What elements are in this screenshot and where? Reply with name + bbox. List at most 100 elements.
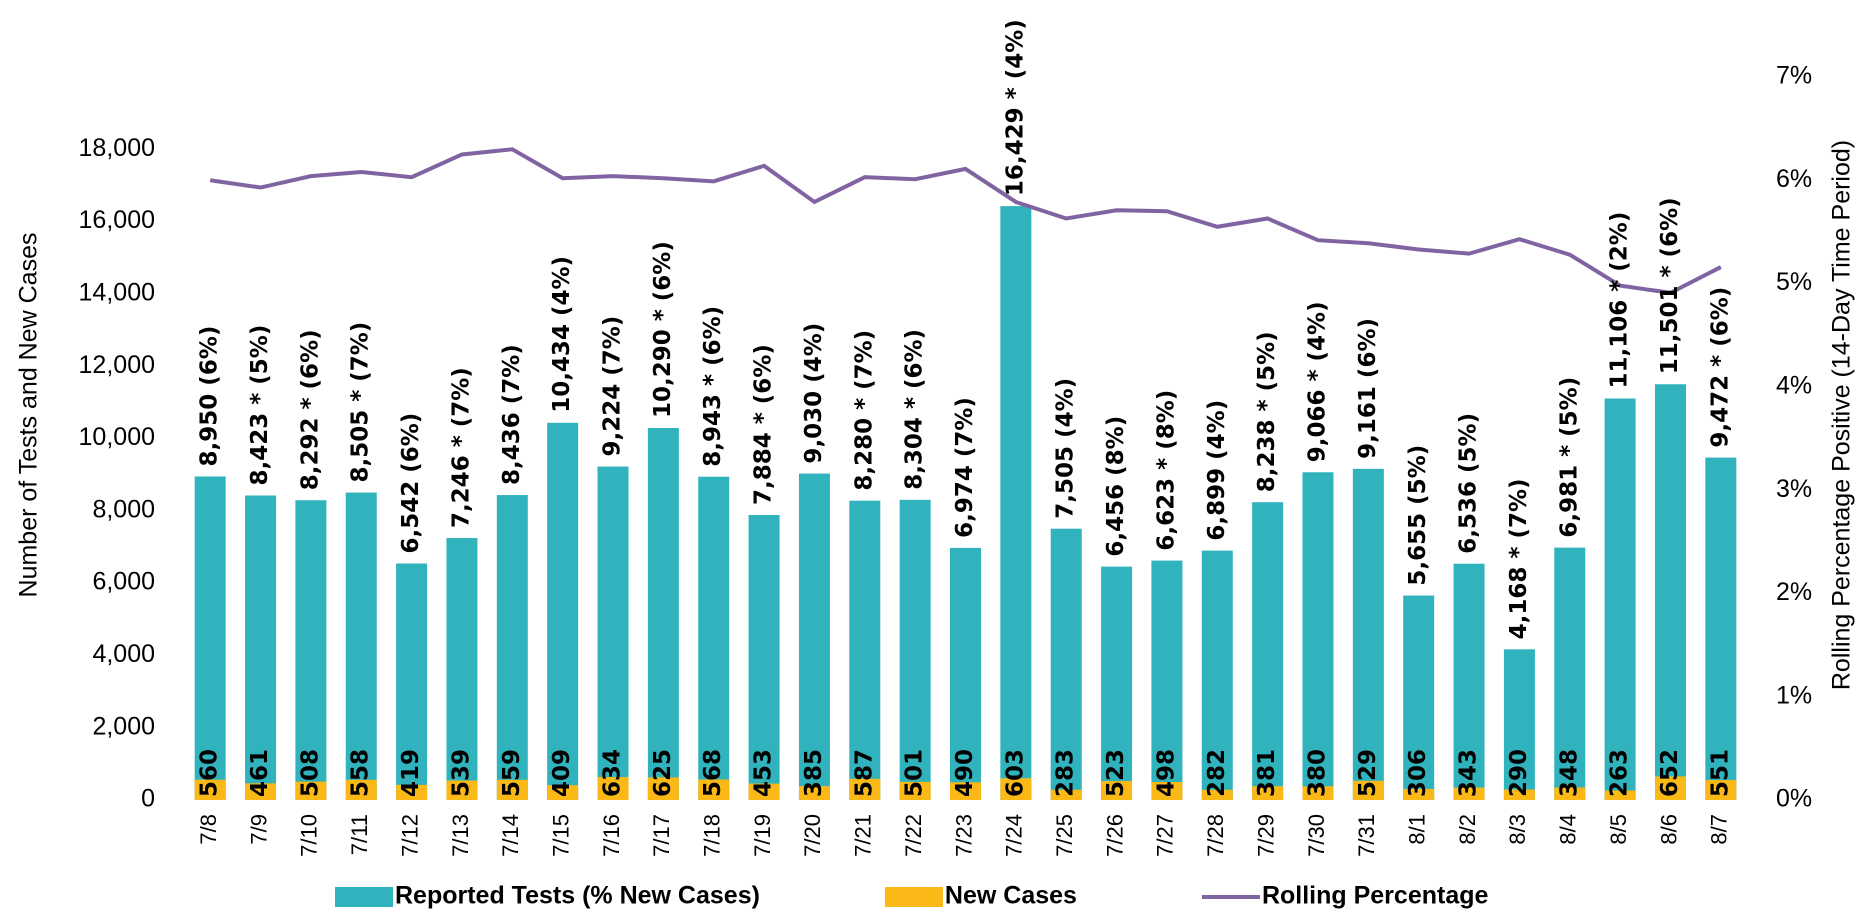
bar — [798, 786, 830, 800]
bar — [345, 492, 377, 800]
x-tick-label: 7/25 — [1052, 814, 1077, 857]
bar — [1554, 787, 1586, 800]
bar — [1201, 789, 1233, 800]
y-tick-label: 14,000 — [79, 279, 155, 307]
data-label: 560 — [197, 749, 223, 797]
data-label: 634 — [600, 749, 626, 797]
bar — [1101, 566, 1133, 800]
legend-label: New Cases — [945, 882, 1077, 910]
data-label: 8,950 (6%) — [197, 326, 223, 467]
y2-axis-title: Rolling Percentage Positive (14-Day Time… — [1828, 140, 1856, 690]
data-label: 6,623 * (8%) — [1153, 390, 1179, 551]
data-label: 7,884 * (6%) — [751, 344, 777, 505]
x-tick-label: 7/24 — [1002, 814, 1027, 857]
bar — [1705, 457, 1737, 800]
y-tick-label: 10,000 — [79, 423, 155, 451]
data-label: 508 — [297, 749, 323, 797]
data-label: 343 — [1456, 749, 1482, 797]
bar — [245, 495, 277, 800]
data-label: 306 — [1405, 749, 1431, 797]
data-label: 558 — [348, 749, 374, 797]
bar — [1302, 786, 1334, 800]
x-tick-label: 8/6 — [1656, 814, 1681, 845]
data-label: 6,899 (4%) — [1204, 400, 1230, 541]
bar — [798, 473, 830, 800]
bar — [647, 428, 679, 800]
bar — [950, 782, 981, 800]
bar — [496, 495, 528, 800]
data-label: 8,280 * (7%) — [851, 330, 877, 491]
data-label: 6,974 (7%) — [952, 397, 978, 538]
bar — [1352, 468, 1384, 800]
bar — [1252, 502, 1284, 800]
x-tick-label: 7/11 — [347, 814, 372, 855]
bar — [1453, 787, 1485, 800]
x-tick-label: 7/21 — [851, 814, 876, 857]
data-label: 282 — [1204, 749, 1230, 797]
data-label: 9,472 * (6%) — [1707, 287, 1733, 448]
data-label: 409 — [549, 749, 575, 797]
x-tick-label: 7/26 — [1102, 814, 1127, 857]
data-label: 9,161 (6%) — [1355, 318, 1381, 459]
y2-tick-label: 0% — [1776, 785, 1812, 813]
data-label: 348 — [1556, 749, 1582, 797]
bar — [496, 779, 528, 800]
data-label: 381 — [1254, 749, 1280, 797]
data-label: 283 — [1053, 749, 1079, 797]
data-label: 6,981 * (5%) — [1556, 377, 1582, 538]
data-label: 559 — [499, 749, 525, 797]
bar — [1201, 550, 1233, 800]
data-label: 8,423 * (5%) — [247, 325, 273, 486]
y-tick-label: 16,000 — [79, 206, 155, 234]
x-tick-label: 7/27 — [1153, 814, 1178, 857]
data-label: 7,505 (4%) — [1053, 378, 1079, 519]
data-label: 385 — [801, 749, 827, 797]
x-tick-label: 7/14 — [498, 814, 523, 857]
legend-swatch — [335, 887, 393, 907]
data-label: 8,292 * (6%) — [297, 329, 323, 490]
y-tick-label: 6,000 — [92, 568, 155, 596]
bar — [1453, 563, 1485, 800]
bar — [849, 500, 881, 800]
bar — [245, 783, 277, 800]
x-tick-label: 7/29 — [1253, 814, 1278, 857]
x-tick-label: 8/7 — [1707, 814, 1732, 845]
x-tick-label: 8/5 — [1606, 814, 1631, 845]
bar — [547, 785, 579, 800]
bar — [446, 538, 478, 800]
x-tick-label: 7/19 — [750, 814, 775, 857]
y-tick-label: 8,000 — [92, 495, 155, 523]
y-tick-label: 18,000 — [79, 134, 155, 162]
bar — [899, 499, 931, 800]
x-tick-label: 7/16 — [599, 814, 624, 857]
bar — [698, 779, 730, 800]
x-tick-label: 7/23 — [951, 814, 976, 857]
bar — [950, 547, 981, 800]
bar — [1352, 780, 1384, 800]
bar — [899, 781, 931, 800]
data-label: 9,066 * (4%) — [1304, 301, 1330, 462]
bar — [597, 777, 629, 800]
bar — [1403, 595, 1435, 800]
bar — [1604, 790, 1636, 800]
bar — [1654, 776, 1686, 800]
bar — [396, 563, 428, 800]
x-tick-label: 8/1 — [1405, 814, 1430, 845]
data-label: 568 — [700, 749, 726, 797]
data-label: 461 — [247, 749, 273, 797]
y2-tick-label: 1% — [1776, 681, 1812, 709]
x-tick-label: 8/4 — [1556, 814, 1581, 845]
data-label: 587 — [851, 749, 877, 797]
bar — [1000, 206, 1032, 800]
data-label: 263 — [1607, 749, 1633, 797]
x-tick-label: 8/2 — [1455, 814, 1480, 845]
x-tick-label: 7/8 — [196, 814, 221, 845]
data-label: 16,429 * (4%) — [1002, 19, 1028, 196]
bar — [1302, 472, 1334, 800]
x-tick-label: 7/20 — [800, 814, 825, 857]
x-tick-label: 7/28 — [1203, 814, 1228, 857]
y-axis-title: Number of Tests and New Cases — [15, 233, 43, 598]
bar — [345, 779, 377, 800]
data-label: 6,456 (8%) — [1103, 416, 1129, 557]
data-label: 523 — [1103, 749, 1129, 797]
